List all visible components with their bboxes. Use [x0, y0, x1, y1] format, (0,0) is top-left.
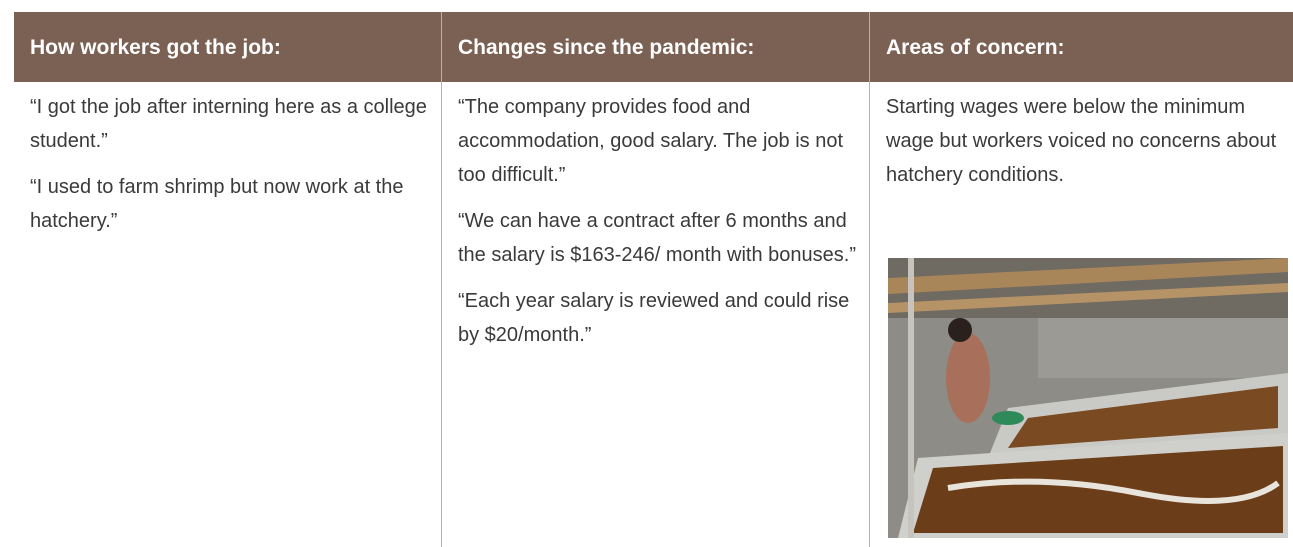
- column-header: Changes since the pandemic:: [458, 36, 755, 59]
- column-body: Starting wages were below the minimum wa…: [870, 82, 1293, 192]
- paragraph: “Each year salary is reviewed and could …: [458, 290, 850, 346]
- header-bar: [14, 12, 1293, 82]
- column-body: “The company provides food and accommoda…: [442, 82, 869, 352]
- column: Areas of concern: Starting wages were bel…: [870, 12, 1293, 547]
- hatchery-photo: [888, 258, 1288, 538]
- paragraph: “We can have a contract after 6 months a…: [458, 210, 856, 266]
- paragraph: Starting wages were below the minimum wa…: [886, 96, 1277, 186]
- column-header: Areas of concern:: [886, 36, 1065, 59]
- column: How workers got the job: “I got the job a…: [14, 12, 442, 547]
- paragraph: “The company provides food and accommoda…: [458, 96, 844, 186]
- paragraph: “I got the job after interning here as a…: [30, 96, 427, 152]
- column-header: How workers got the job:: [30, 36, 281, 59]
- paragraph: “I used to farm shrimp but now work at t…: [30, 176, 404, 232]
- column: Changes since the pandemic: “The company …: [442, 12, 870, 547]
- column-body: “I got the job after interning here as a…: [14, 82, 441, 238]
